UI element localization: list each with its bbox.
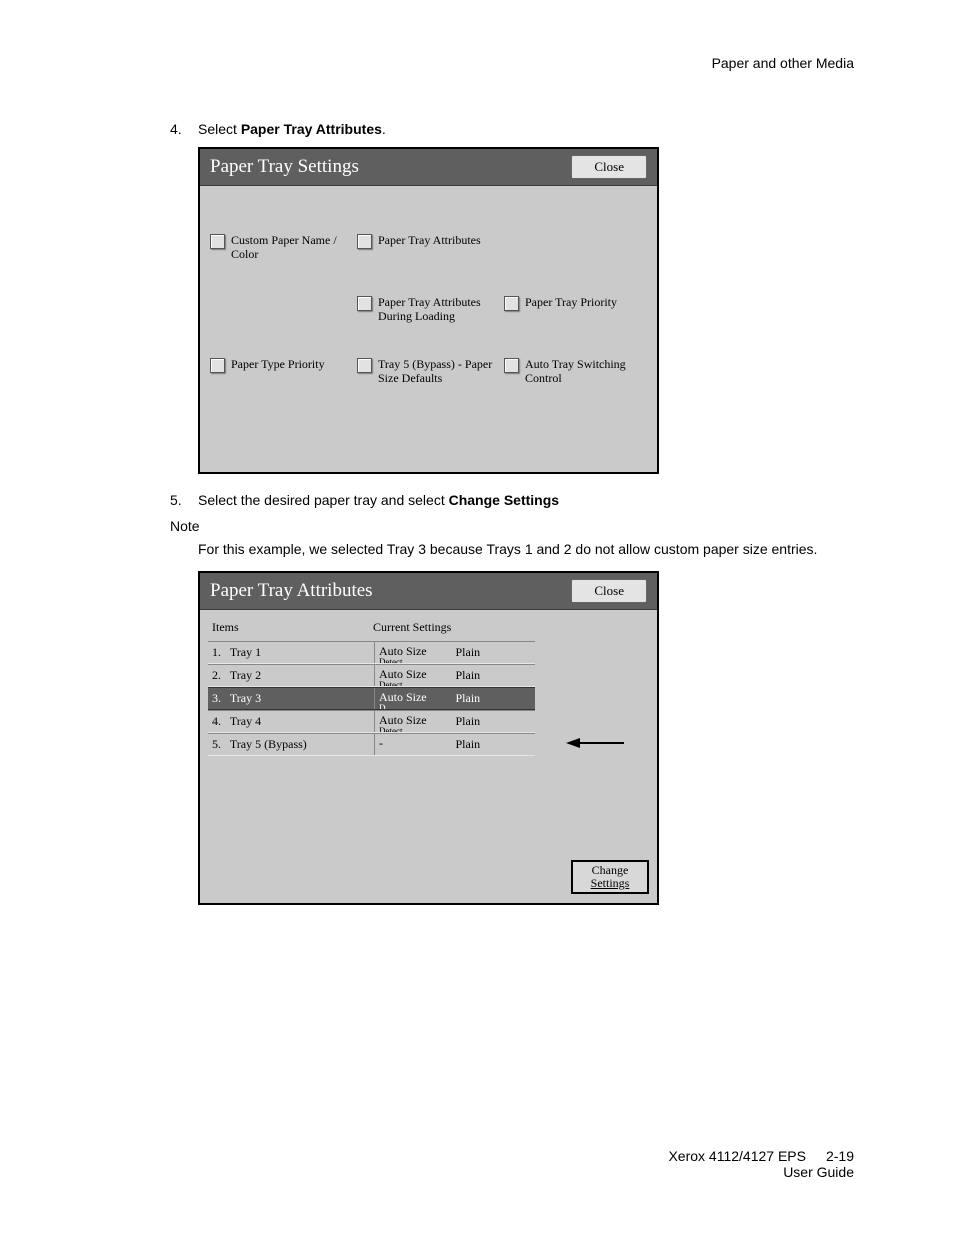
section-header: Paper and other Media (170, 55, 854, 71)
col-current-settings: Current Settings (373, 620, 535, 635)
table-row[interactable]: 3.Tray 3Auto SizeDPlain (208, 687, 535, 710)
opt-label: Paper Tray Attributes During Loading (378, 296, 496, 324)
footer-product: Xerox 4112/4127 EPS (668, 1148, 806, 1164)
dialog1-title: Paper Tray Settings (210, 156, 359, 178)
step-5-bold: Change Settings (449, 492, 559, 508)
row-size: Auto SizeDetect (374, 642, 452, 663)
opt-paper-tray-priority[interactable]: Paper Tray Priority (502, 296, 649, 358)
change-l2: Settings (573, 877, 647, 890)
opt-label: Paper Tray Priority (525, 296, 617, 310)
note-body: For this example, we selected Tray 3 bec… (198, 540, 854, 559)
dialog2-title: Paper Tray Attributes (210, 580, 373, 602)
row-num: 5. (208, 737, 230, 752)
footer-sub: User Guide (668, 1164, 854, 1180)
checkbox-icon (357, 234, 372, 249)
opt-paper-type-priority[interactable]: Paper Type Priority (208, 358, 355, 420)
footer-page: 2-19 (826, 1148, 854, 1164)
row-num: 3. (208, 691, 230, 706)
change-l1: Change (573, 864, 647, 877)
opt-paper-tray-attributes[interactable]: Paper Tray Attributes (355, 234, 502, 296)
row-name: Tray 1 (230, 645, 374, 660)
checkbox-icon (504, 296, 519, 311)
table-header: Items Current Settings (208, 620, 535, 641)
note-label: Note (170, 518, 854, 534)
row-name: Tray 2 (230, 668, 374, 683)
col-items: Items (212, 620, 373, 635)
checkbox-icon (210, 234, 225, 249)
row-num: 2. (208, 668, 230, 683)
row-size: - (374, 734, 452, 755)
opt-label: Tray 5 (Bypass) - Paper Size Defaults (378, 358, 496, 386)
row-size: Auto SizeDetect (374, 711, 452, 732)
row-type: Plain (452, 737, 536, 752)
paper-tray-attributes-dialog: Paper Tray Attributes Close Items Curren… (198, 571, 659, 905)
table-row[interactable]: 2.Tray 2Auto SizeDetectPlain (208, 664, 535, 687)
step-5-text: Select the desired paper tray and select… (198, 492, 854, 508)
opt-label: Paper Tray Attributes (378, 234, 481, 248)
opt-label: Custom Paper Name / Color (231, 234, 349, 262)
opt-label: Paper Type Priority (231, 358, 325, 372)
checkbox-icon (504, 358, 519, 373)
checkbox-icon (357, 358, 372, 373)
paper-tray-settings-dialog: Paper Tray Settings Close Custom Paper N… (198, 147, 659, 474)
dialog2-titlebar: Paper Tray Attributes Close (200, 573, 657, 610)
opt-paper-tray-attributes-loading[interactable]: Paper Tray Attributes During Loading (355, 296, 502, 358)
step-5: 5. Select the desired paper tray and sel… (170, 492, 854, 508)
opt-label: Auto Tray Switching Control (525, 358, 643, 386)
row-name: Tray 5 (Bypass) (230, 737, 374, 752)
close-button[interactable]: Close (571, 155, 647, 179)
step-4: 4. Select Paper Tray Attributes. (170, 121, 854, 137)
opt-tray5-defaults[interactable]: Tray 5 (Bypass) - Paper Size Defaults (355, 358, 502, 420)
row-size: Auto SizeD (374, 688, 452, 709)
row-type: Plain (452, 691, 536, 706)
step-5-num: 5. (170, 492, 198, 508)
table-row[interactable]: 4.Tray 4Auto SizeDetectPlain (208, 710, 535, 733)
page-footer: Xerox 4112/4127 EPS 2-19 User Guide (668, 1148, 854, 1180)
step-4-bold: Paper Tray Attributes (241, 121, 382, 137)
arrow-indicator-icon (566, 736, 626, 750)
change-settings-button[interactable]: Change Settings (571, 860, 649, 894)
opt-auto-tray-switching[interactable]: Auto Tray Switching Control (502, 358, 649, 420)
tray-table: Items Current Settings 1.Tray 1Auto Size… (208, 620, 535, 756)
step-4-post: . (382, 121, 386, 137)
row-num: 1. (208, 645, 230, 660)
step-4-num: 4. (170, 121, 198, 137)
dialog1-options-grid: Custom Paper Name / Color Paper Tray Att… (200, 186, 657, 430)
dialog1-titlebar: Paper Tray Settings Close (200, 149, 657, 186)
checkbox-icon (210, 358, 225, 373)
row-type: Plain (452, 714, 536, 729)
checkbox-icon (357, 296, 372, 311)
table-row[interactable]: 5.Tray 5 (Bypass)-Plain (208, 733, 535, 756)
step-5-pre: Select the desired paper tray and select (198, 492, 449, 508)
step-4-pre: Select (198, 121, 241, 137)
opt-custom-paper-name[interactable]: Custom Paper Name / Color (208, 234, 355, 296)
step-4-text: Select Paper Tray Attributes. (198, 121, 854, 137)
row-name: Tray 3 (230, 691, 374, 706)
row-type: Plain (452, 645, 536, 660)
row-type: Plain (452, 668, 536, 683)
table-row[interactable]: 1.Tray 1Auto SizeDetectPlain (208, 641, 535, 664)
row-num: 4. (208, 714, 230, 729)
row-name: Tray 4 (230, 714, 374, 729)
close-button[interactable]: Close (571, 579, 647, 603)
row-size: Auto SizeDetect (374, 665, 452, 686)
